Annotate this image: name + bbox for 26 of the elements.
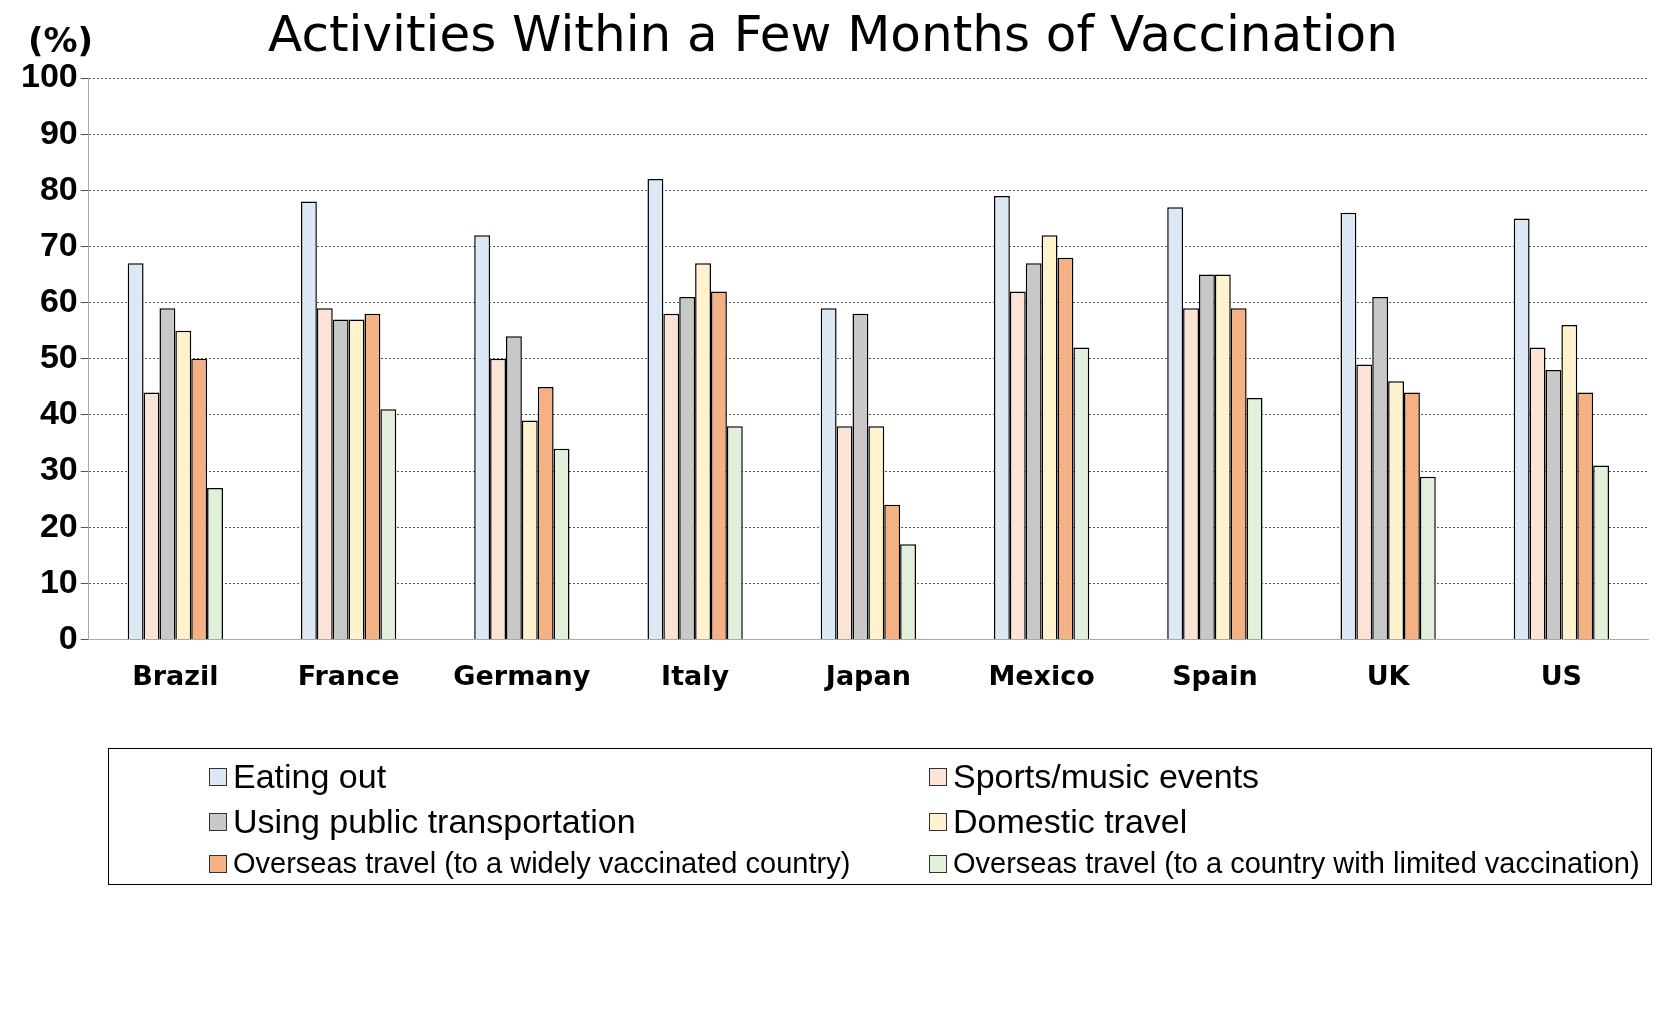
x-tick-label: Mexico: [988, 659, 1095, 691]
y-tick-label: 20: [39, 505, 78, 544]
x-tick-label: Japan: [823, 659, 911, 691]
y-tick-label: 70: [39, 224, 78, 263]
x-tick-label: Spain: [1172, 659, 1258, 691]
y-tick-label: 60: [39, 281, 78, 320]
legend-label: Overseas travel (to a country with limited vaccination): [953, 847, 1640, 880]
chart-title: Activities Within a Few Months of Vaccination: [268, 4, 1398, 63]
legend-label: Domestic travel: [953, 802, 1188, 841]
y-tick-label: 50: [39, 337, 78, 376]
y-tick-label: 0: [58, 617, 78, 656]
x-tick-label: Italy: [661, 659, 730, 691]
x-tick-label: UK: [1366, 659, 1411, 691]
y-tick-label: 40: [39, 393, 78, 432]
y-tick-label: 10: [39, 561, 78, 600]
x-tick-label: Germany: [453, 659, 591, 691]
legend-label: Eating out: [233, 757, 387, 796]
x-tick-label: Brazil: [132, 659, 219, 691]
x-tick-label: US: [1540, 659, 1583, 691]
y-tick-label: 30: [39, 449, 78, 488]
x-tick-label: France: [297, 659, 400, 691]
legend-label: Sports/music events: [953, 757, 1260, 796]
y-tick-label: 90: [39, 112, 78, 151]
legend-label: Using public transportation: [233, 802, 636, 841]
legend-label: Overseas travel (to a widely vaccinated country): [233, 847, 851, 880]
y-tick-label: 80: [39, 168, 78, 207]
